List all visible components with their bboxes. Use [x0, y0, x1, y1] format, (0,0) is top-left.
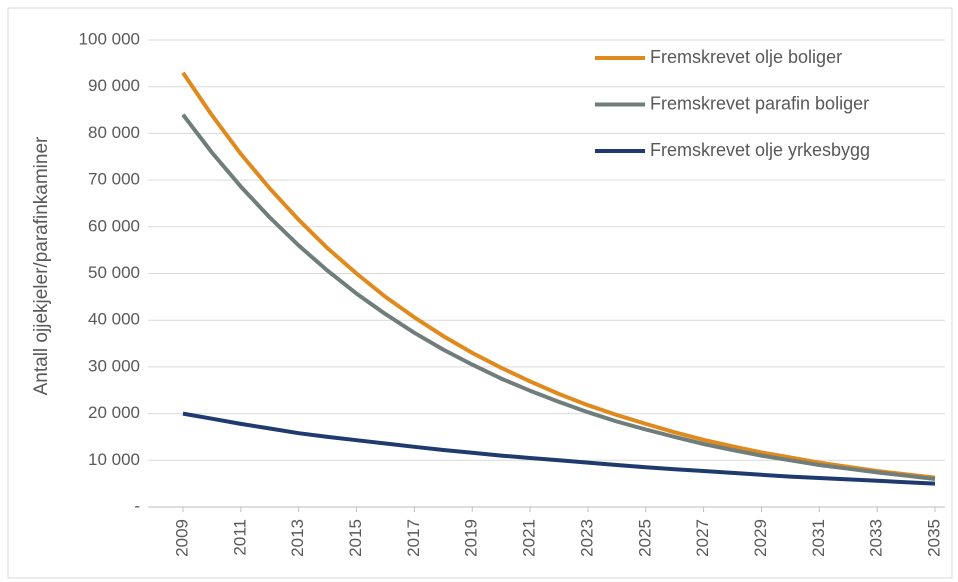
legend-label: Fremskrevet olje yrkesbygg — [650, 140, 870, 160]
x-tick-label: 2031 — [809, 519, 828, 557]
y-tick-label: - — [134, 496, 140, 515]
chart-border — [7, 7, 953, 579]
x-tick-label: 2023 — [577, 519, 596, 557]
y-tick-label: 40 000 — [88, 310, 140, 329]
legend-label: Fremskrevet parafin boliger — [650, 93, 869, 113]
y-tick-label: 20 000 — [88, 403, 140, 422]
x-tick-label: 2013 — [288, 519, 307, 557]
y-tick-label: 100 000 — [79, 29, 140, 48]
y-tick-label: 30 000 — [88, 356, 140, 375]
x-tick-label: 2009 — [172, 519, 191, 557]
y-tick-label: 60 000 — [88, 216, 140, 235]
x-tick-label: 2033 — [867, 519, 886, 557]
x-tick-label: 2025 — [635, 519, 654, 557]
legend-label: Fremskrevet olje boliger — [650, 47, 842, 67]
line — [181, 113, 936, 481]
y-tick-label: 70 000 — [88, 170, 140, 189]
y-axis-label: Antall ojjekjeler/parafinkaminer — [31, 136, 52, 395]
y-tick-label: 80 000 — [88, 123, 140, 142]
x-tick-label: 2019 — [462, 519, 481, 557]
line — [181, 71, 936, 480]
y-tick-label: 10 000 — [88, 450, 140, 469]
x-tick-label: 2017 — [404, 519, 423, 557]
x-tick-label: 2011 — [230, 519, 249, 556]
y-tick-label: 50 000 — [88, 263, 140, 282]
x-tick-label: 2015 — [346, 519, 365, 557]
x-tick-label: 2035 — [924, 519, 943, 557]
x-tick-label: 2029 — [751, 519, 770, 557]
x-tick-label: 2021 — [520, 519, 539, 557]
x-tick-label: 2027 — [693, 519, 712, 557]
line — [182, 411, 936, 486]
y-tick-label: 90 000 — [88, 76, 140, 95]
